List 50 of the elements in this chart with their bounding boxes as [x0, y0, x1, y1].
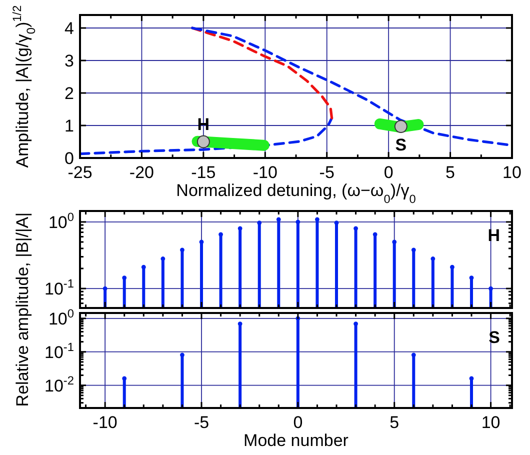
point: [180, 248, 184, 252]
point: [122, 276, 127, 280]
point: [122, 376, 127, 381]
point: [276, 217, 281, 222]
y-tick-label: 10$^{0}$: [48, 210, 74, 232]
x-tick-label: 0: [293, 413, 303, 432]
line-series: [80, 116, 334, 156]
line-series: [191, 26, 334, 120]
point: [469, 276, 474, 280]
point: [354, 322, 358, 326]
point: [392, 240, 397, 244]
annotation: S: [395, 135, 407, 154]
point: [238, 226, 242, 231]
x-tick-label: -5: [319, 163, 334, 182]
y-tick-label: 4: [64, 19, 74, 38]
x-tick-label: -15: [191, 163, 216, 182]
x-tick-label: -20: [129, 163, 154, 182]
y-tick-label: 3: [64, 52, 74, 70]
y-tick-label: 10$^{-1}$: [44, 276, 74, 299]
y-tick-label: 10$^{0}$: [48, 306, 74, 328]
y-tick-label: 10$^{-1}$: [44, 340, 74, 362]
x-tick-label: 10: [502, 163, 522, 182]
y-tick-label: 10$^{-2}$: [44, 373, 74, 396]
y-axis-title: Relative amplitude, |B|/|A|: [13, 212, 32, 407]
point: [218, 232, 223, 237]
point: [315, 217, 320, 222]
x-tick-label: -5: [194, 413, 210, 432]
x-tick-label: -10: [92, 413, 118, 432]
point: [411, 352, 416, 358]
point: [450, 264, 454, 270]
point: [488, 286, 493, 291]
point: [430, 256, 436, 261]
point: [296, 220, 300, 224]
point: [180, 352, 184, 358]
point: [354, 226, 358, 231]
x-axis-title: Normalized detuning, (ω−ω$_{0}$)/γ$_{0}$: [176, 181, 416, 206]
x-tick-label: -10: [252, 163, 278, 182]
point: [141, 264, 146, 270]
x-tick-label: 10: [481, 413, 500, 432]
point: [411, 248, 416, 252]
point: [372, 232, 378, 237]
point: [102, 286, 108, 291]
point: [238, 322, 242, 326]
point: [160, 256, 166, 261]
y-tick-label: 1: [64, 116, 74, 136]
y-tick-label: 2: [64, 84, 74, 103]
x-tick-label: 5: [390, 413, 400, 432]
x-tick-label: 0: [384, 163, 394, 182]
x-axis-title: Mode number: [244, 431, 349, 450]
x-tick-label: 5: [446, 163, 456, 182]
